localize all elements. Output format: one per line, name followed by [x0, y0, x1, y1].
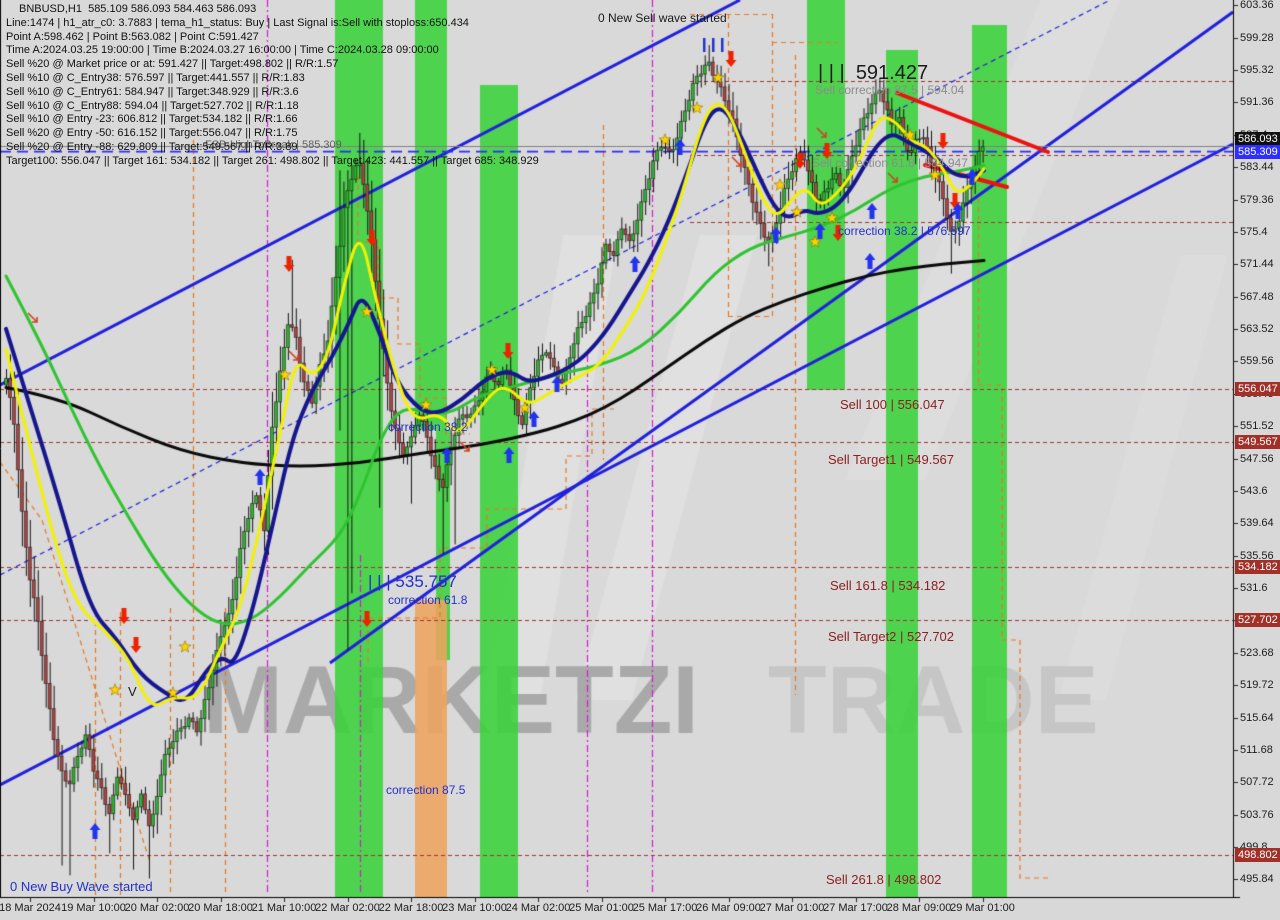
info-line: Sell %20 @ Market price or at: 591.427 |…	[6, 58, 339, 71]
info-line: Sell %10 @ Entry -23: 606.812 || Target:…	[6, 113, 298, 126]
info-line: Point A:598.462 | Point B:563.082 | Poin…	[6, 30, 259, 43]
info-line: Target100: 556.047 || Target 161: 534.18…	[6, 154, 539, 167]
symbol-ohlc-readout: BNBUSD,H1 585.109 586.093 584.463 586.09…	[19, 3, 257, 15]
info-line: Line:1474 | h1_atr_c0: 3.7883 | tema_h1_…	[6, 16, 469, 29]
info-line: Sell %20 @ Entry -50: 616.152 || Target:…	[6, 127, 298, 140]
info-line: Sell %10 @ C_Entry88: 594.04 || Target:5…	[6, 99, 299, 112]
info-text-block: BNBUSD,H1 585.109 586.093 584.463 586.09…	[6, 3, 539, 169]
info-line: Sell %10 @ C_Entry38: 576.597 || Target:…	[6, 71, 305, 84]
info-line: Sell %20 @ Entry -88: 629.809 || Target:…	[6, 140, 298, 153]
info-line: Sell %10 @ C_Entry61: 584.947 || Target:…	[6, 85, 299, 98]
info-line: Time A:2024.03.25 19:00:00 | Time B:2024…	[6, 44, 439, 57]
